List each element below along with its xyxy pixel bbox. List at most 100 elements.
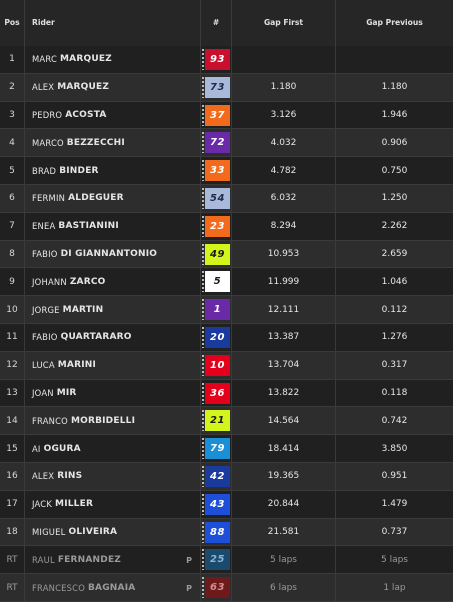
rider-last-name: BASTIANINI	[58, 221, 119, 232]
rider-cell: MARC MARQUEZ	[25, 46, 201, 73]
gap-first-cell: 13.704	[232, 351, 336, 379]
table-row[interactable]: 2 ALEX MARQUEZ 73 1.180 1.180	[0, 73, 453, 102]
gap-first-cell: 1.180	[232, 73, 336, 101]
rider-last-name: DI GIANNANTONIO	[60, 248, 158, 259]
rider-cell: RAUL FERNANDEZ P	[25, 546, 201, 574]
rider-last-name: OGURA	[43, 443, 81, 454]
rider-first-name: MARC	[32, 54, 58, 65]
rider-last-name: MARINI	[57, 360, 97, 371]
position-cell: 18	[0, 518, 25, 546]
rider-cell: MARCO BEZZECCHI	[25, 129, 201, 157]
table-row[interactable]: 18 MIGUEL OLIVEIRA 88 21.581 0.737	[0, 518, 453, 547]
rider-cell: FABIO DI GIANNANTONIO	[25, 240, 201, 268]
position-cell: RT	[0, 574, 25, 601]
table-row[interactable]: 3 PEDRO ACOSTA 37 3.126 1.946	[0, 101, 453, 130]
table-row[interactable]: 14 FRANCO MORBIDELLI 21 14.564 0.742	[0, 407, 453, 436]
number-cell: 21	[201, 407, 232, 435]
rider-first-name: FRANCESCO	[32, 582, 85, 593]
number-cell: 37	[201, 101, 232, 129]
rider-first-name: FRANCO	[32, 415, 68, 426]
header-rider[interactable]: Rider	[25, 0, 201, 46]
rider-first-name: FABIO	[32, 332, 58, 343]
position-cell: 5	[0, 157, 25, 184]
gap-first-cell: 13.822	[232, 379, 336, 407]
rider-first-name: FABIO	[32, 248, 58, 259]
header-number[interactable]: #	[201, 0, 232, 46]
gap-previous-cell: 0.906	[381, 137, 408, 148]
rider-last-name: BEZZECCHI	[66, 137, 125, 148]
gap-first-cell: 14.564	[232, 407, 336, 435]
table-row[interactable]: 17 JACK MILLER 43 20.844 1.479	[0, 490, 453, 519]
rider-first-name: AI	[32, 443, 41, 454]
number-cell: 36	[201, 379, 232, 407]
position-cell: 10	[0, 296, 25, 323]
table-row[interactable]: 10 JORGE MARTIN 1 12.111 0.112	[0, 296, 453, 324]
gap-previous-cell: 0.317	[381, 360, 408, 371]
position-cell: 9	[0, 268, 25, 296]
position-cell: 4	[0, 129, 25, 157]
header-pos[interactable]: Pos	[0, 0, 25, 46]
table-row[interactable]: 12 LUCA MARINI 10 13.704 0.317	[0, 351, 453, 380]
header-gap-previous[interactable]: Gap Previous	[366, 18, 423, 27]
rider-cell: ALEX RINS	[25, 463, 201, 490]
number-cell: 10	[201, 351, 232, 379]
gap-first-cell: 11.999	[232, 268, 336, 296]
rider-first-name: JACK	[32, 499, 53, 510]
gap-previous-cell: 1.479	[381, 499, 408, 510]
rider-first-name: ALEX	[32, 471, 55, 482]
header-gap-first[interactable]: Gap First	[232, 0, 336, 46]
table-row[interactable]: RT FRANCESCO BAGNAIA P 63 6 laps 1 lap	[0, 574, 453, 602]
table-row[interactable]: 8 FABIO DI GIANNANTONIO 49 10.953 2.659	[0, 240, 453, 269]
gap-previous-cell: 0.112	[381, 304, 408, 315]
gap-previous-cell: 0.951	[381, 471, 408, 482]
number-cell: 33	[201, 157, 232, 184]
gap-first-cell: 6 laps	[232, 574, 336, 601]
rider-number-badge: 42	[202, 466, 230, 487]
rider-cell: JOHANN ZARCO	[25, 268, 201, 296]
gap-previous-cell: 1.946	[381, 109, 408, 120]
rider-first-name: LUCA	[32, 360, 55, 371]
position-cell: 3	[0, 101, 25, 129]
gap-previous-cell: 1 lap	[383, 582, 406, 593]
position-cell: RT	[0, 546, 25, 574]
rider-cell: LUCA MARINI	[25, 351, 201, 379]
table-row[interactable]: 9 JOHANN ZARCO 5 11.999 1.046	[0, 268, 453, 297]
rider-number-badge: 49	[202, 243, 230, 265]
position-cell: 17	[0, 490, 25, 518]
gap-previous-cell: 3.850	[381, 443, 408, 454]
number-cell: 43	[201, 490, 232, 518]
position-cell: 15	[0, 435, 25, 462]
gap-previous-cell	[336, 46, 453, 73]
table-header: Pos Rider # Gap First Gap Previous	[0, 0, 453, 47]
number-cell: 25	[201, 546, 232, 574]
table-row[interactable]: 16 ALEX RINS 42 19.365 0.951	[0, 463, 453, 491]
number-cell: 88	[201, 518, 232, 546]
table-row[interactable]: 1 MARC MARQUEZ 93	[0, 46, 453, 74]
number-cell: 1	[201, 296, 232, 323]
gap-first-cell: 19.365	[232, 463, 336, 490]
rider-number-badge: 37	[202, 104, 230, 126]
position-cell: 7	[0, 212, 25, 240]
table-row[interactable]: 4 MARCO BEZZECCHI 72 4.032 0.906	[0, 129, 453, 158]
rider-cell: FRANCESCO BAGNAIA P	[25, 574, 201, 601]
rider-number-badge: 73	[202, 76, 230, 98]
rider-number-badge: 10	[202, 354, 230, 376]
table-row[interactable]: 11 FABIO QUARTARARO 20 13.387 1.276	[0, 324, 453, 352]
rider-first-name: JOAN	[32, 387, 54, 398]
table-row[interactable]: 6 FERMIN ALDEGUER 54 6.032 1.250	[0, 185, 453, 213]
rider-first-name: ENEA	[32, 221, 56, 232]
table-row[interactable]: 15 AI OGURA 79 18.414 3.850	[0, 435, 453, 463]
rider-cell: FABIO QUARTARARO	[25, 324, 201, 351]
rider-cell: FRANCO MORBIDELLI	[25, 407, 201, 435]
gap-previous-cell: 1.180	[381, 82, 408, 93]
position-cell: 14	[0, 407, 25, 435]
rider-first-name: MIGUEL	[32, 526, 66, 537]
position-cell: 6	[0, 185, 25, 212]
table-row[interactable]: RT RAUL FERNANDEZ P 25 5 laps 5 laps	[0, 546, 453, 575]
rider-last-name: BAGNAIA	[88, 582, 136, 593]
table-row[interactable]: 13 JOAN MIR 36 13.822 0.118	[0, 379, 453, 408]
number-cell: 73	[201, 73, 232, 101]
table-row[interactable]: 5 BRAD BINDER 33 4.782 0.750	[0, 157, 453, 185]
rider-number-badge: 20	[202, 327, 230, 348]
table-row[interactable]: 7 ENEA BASTIANINI 23 8.294 2.262	[0, 212, 453, 241]
